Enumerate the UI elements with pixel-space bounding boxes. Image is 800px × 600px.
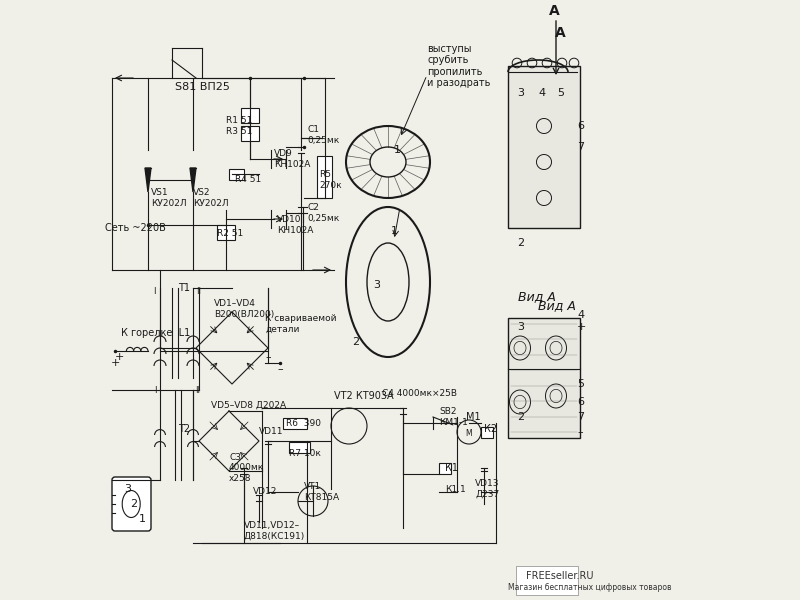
Text: VT1
КТ815А: VT1 КТ815А (304, 482, 339, 502)
Text: Вид А: Вид А (518, 290, 556, 303)
Text: SB2
КМ1-1: SB2 КМ1-1 (439, 407, 468, 427)
Text: VD5–VD8 Д202А: VD5–VD8 Д202А (211, 401, 286, 409)
Text: VS1
КУ202Л: VS1 КУ202Л (151, 188, 186, 208)
Text: 2: 2 (517, 412, 524, 422)
Text: R2 51: R2 51 (217, 229, 243, 238)
Text: 2: 2 (352, 337, 359, 347)
Text: 4: 4 (577, 310, 584, 320)
Text: C4 4000мк×25В: C4 4000мк×25В (382, 389, 457, 398)
Text: C2
0,25мк: C2 0,25мк (307, 203, 339, 223)
Text: выступы
срубить
пропилить
и разодрать: выступы срубить пропилить и разодрать (427, 44, 490, 88)
Text: 6: 6 (577, 397, 584, 407)
FancyBboxPatch shape (241, 108, 259, 123)
Text: Сеть ~220В: Сеть ~220В (105, 223, 166, 233)
FancyBboxPatch shape (439, 463, 451, 474)
Text: 6: 6 (577, 121, 584, 131)
Text: R5
270к: R5 270к (319, 170, 342, 190)
FancyBboxPatch shape (112, 477, 151, 531)
Text: VD10
КН102А: VD10 КН102А (277, 215, 314, 235)
FancyBboxPatch shape (217, 225, 235, 240)
Text: II: II (195, 386, 200, 395)
FancyBboxPatch shape (516, 566, 578, 595)
Text: VD9
КН102А: VD9 КН102А (274, 149, 310, 169)
Text: FREEseller.RU: FREEseller.RU (526, 571, 594, 581)
Text: 3: 3 (124, 484, 131, 494)
FancyBboxPatch shape (508, 66, 580, 228)
Text: R7 10к: R7 10к (289, 449, 321, 457)
Text: C1
0,25мк: C1 0,25мк (307, 125, 339, 145)
Text: –: – (577, 427, 582, 437)
Text: T1: T1 (178, 283, 190, 293)
Text: К горелке  L1: К горелке L1 (121, 328, 190, 338)
Text: C3
4000мк
х258: C3 4000мк х258 (229, 453, 264, 483)
Polygon shape (190, 168, 196, 192)
Text: VS2
КУ202Л: VS2 КУ202Л (193, 188, 229, 208)
FancyBboxPatch shape (283, 418, 307, 429)
Text: 2: 2 (130, 499, 137, 509)
Text: A: A (550, 4, 560, 18)
Text: R4 51: R4 51 (235, 175, 262, 185)
Text: 1: 1 (139, 514, 146, 524)
Text: 7: 7 (577, 142, 584, 152)
Text: VD1–VD4
В200(ВЛ200): VD1–VD4 В200(ВЛ200) (214, 299, 274, 319)
Text: 1: 1 (394, 145, 401, 155)
FancyBboxPatch shape (508, 318, 580, 438)
Text: +: + (577, 322, 586, 332)
Text: 3: 3 (517, 88, 524, 98)
Text: R6  390: R6 390 (286, 419, 321, 427)
Text: VT2 КТ903А: VT2 КТ903А (334, 391, 394, 401)
Text: 1: 1 (391, 226, 398, 236)
Text: II: II (197, 287, 202, 296)
Polygon shape (145, 168, 151, 192)
Text: M1: M1 (466, 412, 481, 422)
Text: К2: К2 (484, 424, 497, 434)
Text: R1 51
R3 51: R1 51 R3 51 (226, 116, 252, 136)
Text: 5: 5 (558, 88, 564, 98)
FancyBboxPatch shape (481, 427, 493, 438)
Text: +: + (115, 352, 124, 362)
Text: 2: 2 (517, 238, 524, 248)
Text: T2: T2 (178, 424, 190, 434)
Text: S81 ВП25: S81 ВП25 (175, 82, 230, 92)
Text: Магазин бесплатных цифровых товаров: Магазин бесплатных цифровых товаров (508, 583, 671, 593)
Text: 3: 3 (373, 280, 380, 290)
FancyBboxPatch shape (241, 126, 259, 141)
Text: VD11: VD11 (259, 427, 283, 436)
Text: 5: 5 (577, 379, 584, 389)
Text: VD12: VD12 (253, 487, 278, 497)
Text: I: I (153, 287, 155, 296)
Text: I: I (154, 386, 157, 395)
FancyBboxPatch shape (317, 156, 332, 198)
Text: 4: 4 (538, 88, 545, 98)
Text: К свариваемой
детали: К свариваемой детали (265, 314, 337, 334)
FancyBboxPatch shape (229, 169, 244, 180)
Text: 7: 7 (577, 412, 584, 422)
Text: –: – (277, 364, 283, 374)
Text: 3: 3 (517, 322, 524, 332)
Text: A: A (555, 26, 566, 40)
FancyBboxPatch shape (289, 442, 310, 453)
Text: К1.1: К1.1 (445, 485, 466, 493)
Text: VD11,VD12–
Д818(КС191): VD11,VD12– Д818(КС191) (244, 521, 306, 541)
Text: К1: К1 (445, 463, 458, 473)
Text: VD13
Д237: VD13 Д237 (475, 479, 499, 499)
Text: M: M (466, 428, 472, 438)
Text: +: + (110, 358, 120, 368)
Text: Вид А: Вид А (538, 299, 576, 313)
Text: –: – (265, 352, 270, 362)
